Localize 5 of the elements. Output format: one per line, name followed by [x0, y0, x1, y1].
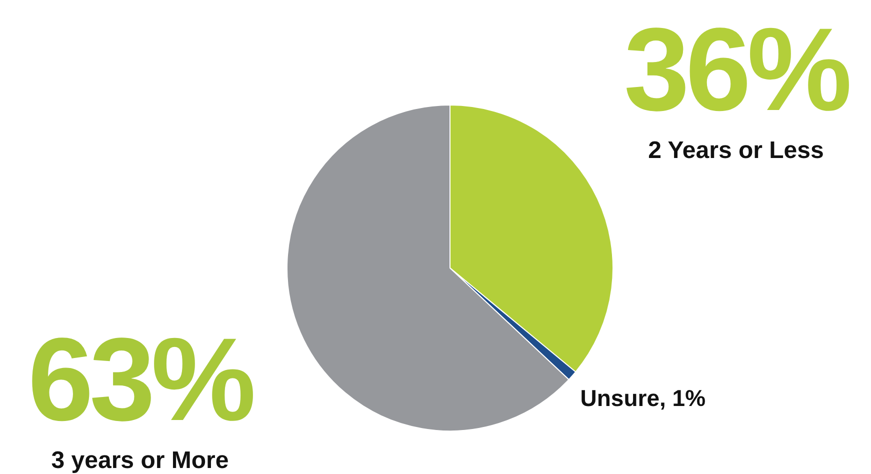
- slice-label: Unsure, 1%: [580, 384, 706, 411]
- slice-label: 2 Years or Less: [648, 137, 824, 164]
- data-label: 36%: [624, 4, 850, 136]
- slice-label: 3 years or More: [51, 447, 229, 474]
- data-label: 63%: [28, 314, 254, 446]
